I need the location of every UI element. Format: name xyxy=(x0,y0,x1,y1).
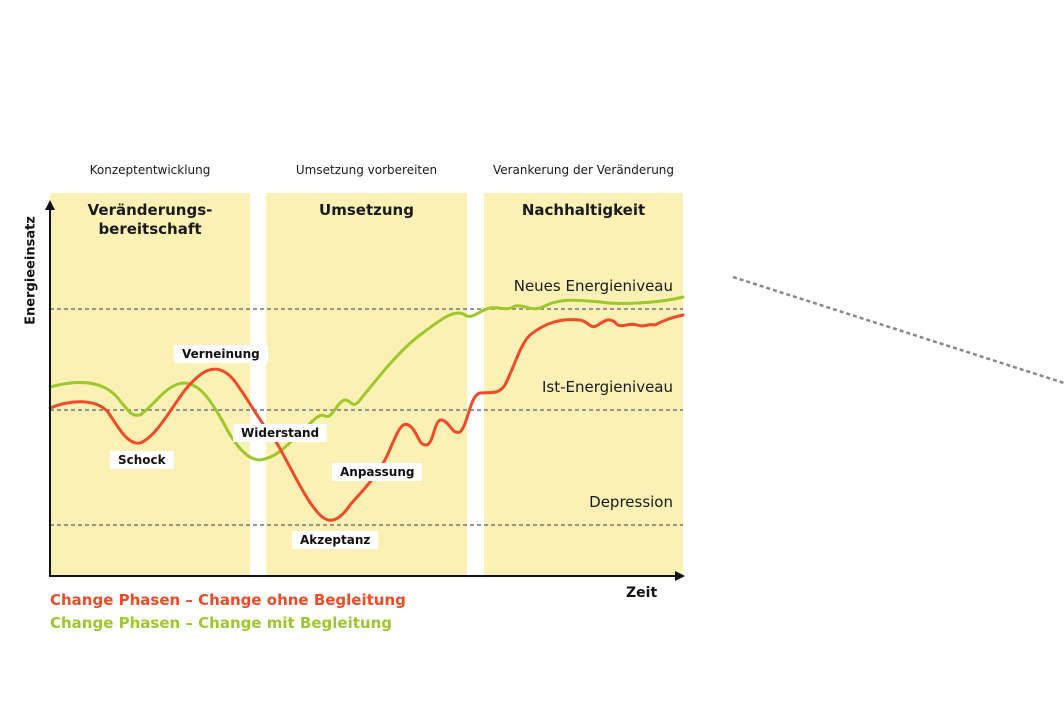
phase-panel-readiness xyxy=(50,193,250,575)
phase-title-readiness: Veränderungs- bereitschaft xyxy=(50,201,250,239)
legend-without-support: Change Phasen – Change ohne Begleitung xyxy=(50,591,406,609)
phase-label-anchoring: Verankerung der Veränderung xyxy=(492,163,675,177)
phase-title-readiness-line1: Veränderungs- xyxy=(87,201,213,219)
y-axis-label: Energieeinsatz xyxy=(23,216,39,325)
phase-label-concept: Konzeptentwicklung xyxy=(89,163,211,177)
phase-panel-implementation xyxy=(266,193,467,575)
curve-with-support xyxy=(48,295,685,462)
curve-without-support xyxy=(48,313,685,522)
decorative-dashed-line xyxy=(732,275,1064,385)
phase-title-readiness-line2: bereitschaft xyxy=(98,220,202,238)
phase-label-prepare: Umsetzung vorbereiten xyxy=(295,163,438,177)
stage-label-adaptation: Anpassung xyxy=(332,463,423,481)
stage-label-shock: Schock xyxy=(110,451,174,469)
legend-with-support: Change Phasen – Change mit Begleitung xyxy=(50,614,392,632)
phase-title-implementation: Umsetzung xyxy=(319,201,414,219)
phase-panel-sustainability xyxy=(484,193,683,575)
level-label-depression: Depression xyxy=(589,493,673,511)
x-axis-label: Zeit xyxy=(626,585,658,601)
stage-label-denial: Verneinung xyxy=(174,345,268,363)
level-label-new: Neues Energieniveau xyxy=(513,277,673,295)
stage-label-acceptance: Akzeptanz xyxy=(292,531,379,549)
phase-title-sustainability: Nachhaltigkeit xyxy=(521,201,646,219)
level-label-current: Ist-Energieniveau xyxy=(541,378,673,396)
stage-label-resistance: Widerstand xyxy=(233,424,328,442)
